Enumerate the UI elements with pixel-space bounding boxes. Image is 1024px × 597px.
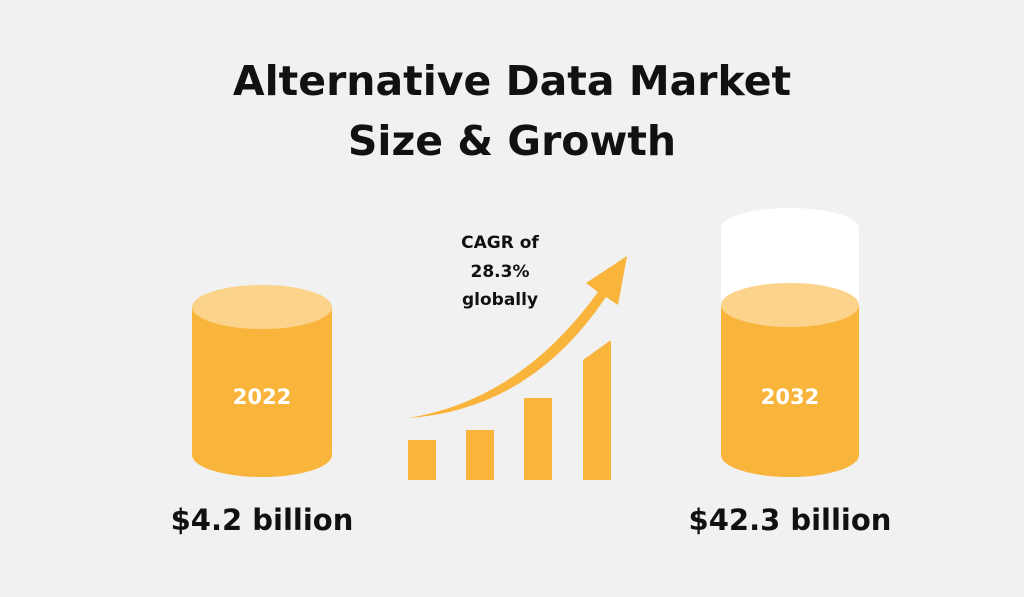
title-line: Size & Growth <box>348 117 676 165</box>
market-size: $42.3 billion <box>689 503 892 537</box>
year-label: 2032 <box>761 385 819 409</box>
cylinder-2022 <box>192 285 332 477</box>
cagr-text: 28.3% <box>471 262 530 282</box>
cagr-text: CAGR of <box>461 233 539 253</box>
cagr-text: globally <box>462 290 538 310</box>
cylinder-2032 <box>721 208 859 477</box>
market-size: $4.2 billion <box>171 503 354 537</box>
growth-icon <box>408 256 627 480</box>
year-label: 2022 <box>233 385 291 409</box>
title-line: Alternative Data Market <box>233 57 791 105</box>
